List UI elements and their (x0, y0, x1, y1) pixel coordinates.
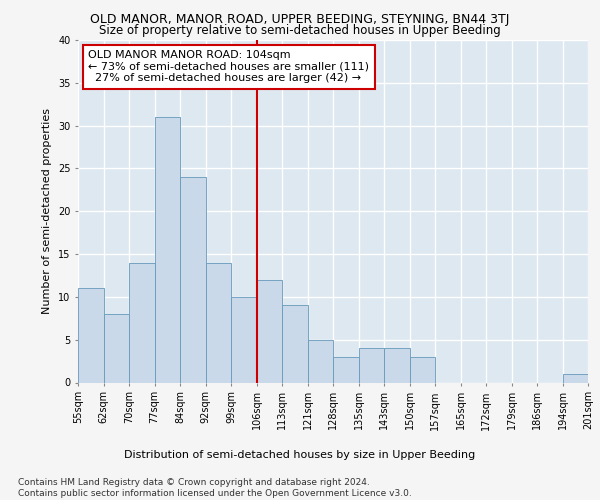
Bar (231, 297, 257, 382)
Bar (180, 177, 205, 382)
Text: Contains HM Land Registry data © Crown copyright and database right 2024.
Contai: Contains HM Land Registry data © Crown c… (18, 478, 412, 498)
Bar (129, 262, 155, 382)
Text: OLD MANOR MANOR ROAD: 104sqm
← 73% of semi-detached houses are smaller (111)
  2: OLD MANOR MANOR ROAD: 104sqm ← 73% of se… (88, 50, 369, 84)
Bar (563, 374, 588, 382)
Y-axis label: Number of semi-detached properties: Number of semi-detached properties (43, 108, 52, 314)
Bar (282, 306, 308, 382)
Bar (155, 117, 180, 382)
Text: Size of property relative to semi-detached houses in Upper Beeding: Size of property relative to semi-detach… (99, 24, 501, 37)
Text: OLD MANOR, MANOR ROAD, UPPER BEEDING, STEYNING, BN44 3TJ: OLD MANOR, MANOR ROAD, UPPER BEEDING, ST… (91, 12, 509, 26)
Bar (333, 357, 359, 382)
Bar (384, 348, 409, 382)
Text: Distribution of semi-detached houses by size in Upper Beeding: Distribution of semi-detached houses by … (124, 450, 476, 460)
Bar (308, 340, 333, 382)
Bar (104, 314, 129, 382)
Bar (205, 262, 231, 382)
Bar (409, 357, 435, 382)
Bar (359, 348, 384, 382)
Bar (78, 288, 104, 382)
Bar (257, 280, 282, 382)
